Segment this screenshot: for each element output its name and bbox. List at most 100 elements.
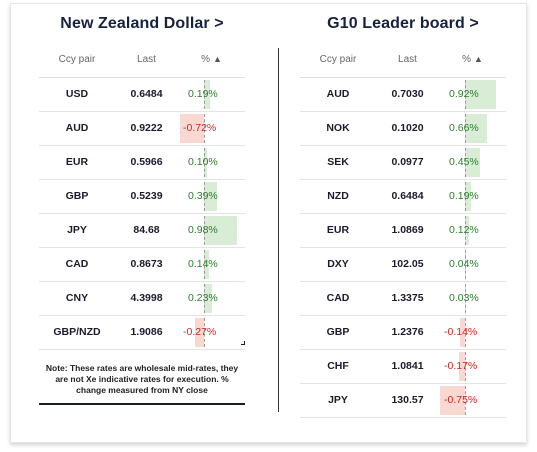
positive-change-bar — [465, 215, 470, 245]
pct-change-cell: 0.23% — [178, 281, 245, 316]
pct-change-value: 0.10% — [188, 155, 218, 168]
ccy-pair-header[interactable]: Ccy pair — [39, 42, 115, 78]
pct-change-value: 0.23% — [188, 291, 218, 304]
table-row[interactable]: CAD 0.8673 0.14% — [39, 247, 245, 282]
table-row[interactable]: SEK 0.0977 0.45% — [300, 145, 506, 180]
negative-change-bar — [194, 317, 204, 347]
table-row[interactable]: CHF 1.0841 -0.17% — [300, 349, 506, 384]
table-row[interactable]: JPY 130.57 -0.75% — [300, 383, 506, 418]
pct-change-value: 0.98% — [188, 223, 218, 236]
pct-change-cell: -0.75% — [439, 383, 506, 418]
table-row[interactable]: USD 0.6484 0.19% — [39, 77, 245, 112]
pct-change-wrap: 0.23% — [178, 282, 245, 315]
ccy-pair-cell: CHF — [300, 349, 376, 384]
positive-change-bar — [204, 79, 211, 109]
last-rate-cell: 1.2376 — [376, 315, 439, 350]
nzd-rates-body: USD 0.6484 0.19% AUD 0.9222 -0.72% EUR 0.5966 0.… — [39, 77, 245, 350]
negative-change-bar — [459, 351, 465, 381]
ccy-pair-cell: EUR — [39, 145, 115, 180]
pct-change-cell: 0.12% — [439, 213, 506, 248]
table-row[interactable]: CNY 4.3998 0.23% — [39, 281, 245, 316]
pct-change-cell: -0.27% — [178, 315, 245, 350]
last-rate-cell: 84.68 — [115, 213, 178, 248]
pct-change-cell: 0.14% — [178, 247, 245, 282]
zero-line — [465, 249, 466, 279]
pct-change-wrap: -0.75% — [439, 384, 506, 417]
pct-header-label: % — [201, 53, 210, 65]
sort-up-icon: ▲ — [473, 53, 483, 64]
pct-change-cell: 0.04% — [439, 247, 506, 282]
pct-change-cell: 0.66% — [439, 111, 506, 146]
positive-change-bar — [465, 113, 488, 143]
pct-change-wrap: 0.14% — [178, 248, 245, 281]
positive-change-bar — [465, 79, 497, 109]
pct-change-cell: 0.19% — [439, 179, 506, 214]
ccy-pair-cell: GBP — [300, 315, 376, 350]
zero-line — [465, 113, 466, 143]
g10-panel-title-link[interactable]: G10 Leader board > — [327, 15, 479, 32]
ccy-pair-header[interactable]: Ccy pair — [300, 42, 376, 78]
widget-frame: New Zealand Dollar > Ccy pair Last % ▲ US… — [10, 3, 527, 443]
negative-change-bar — [179, 113, 204, 143]
zero-line — [204, 283, 205, 313]
last-header[interactable]: Last — [115, 42, 178, 78]
zero-line — [204, 79, 205, 109]
pct-change-wrap: 0.19% — [178, 78, 245, 111]
table-row[interactable]: CAD 1.3375 0.03% — [300, 281, 506, 316]
g10-rates-body: AUD 0.7030 0.92% NOK 0.1020 0.66% SEK 0.0977 0.4… — [300, 77, 506, 418]
pct-change-wrap: -0.27% — [178, 316, 245, 349]
pct-change-wrap: 0.03% — [439, 282, 506, 315]
pct-change-cell: 0.19% — [178, 77, 245, 112]
table-row[interactable]: DXY 102.05 0.04% — [300, 247, 506, 282]
zero-line — [204, 147, 205, 177]
pct-change-wrap: 0.39% — [178, 180, 245, 213]
last-rate-cell: 0.6484 — [376, 179, 439, 214]
zero-line — [204, 215, 205, 245]
table-row[interactable]: JPY 84.68 0.98% — [39, 213, 245, 248]
pct-change-wrap: -0.17% — [439, 350, 506, 383]
pct-change-value: 0.19% — [449, 189, 479, 202]
last-rate-cell: 1.0841 — [376, 349, 439, 384]
ccy-pair-cell: JPY — [39, 213, 115, 248]
table-row[interactable]: AUD 0.9222 -0.72% — [39, 111, 245, 146]
pct-change-wrap: -0.72% — [178, 112, 245, 145]
zero-line — [204, 181, 205, 211]
zero-line — [465, 351, 466, 381]
negative-change-bar — [460, 317, 465, 347]
last-rate-cell: 130.57 — [376, 383, 439, 418]
last-header[interactable]: Last — [376, 42, 439, 78]
table-row[interactable]: GBP 0.5239 0.39% — [39, 179, 245, 214]
ccy-pair-cell: DXY — [300, 247, 376, 282]
positive-change-bar — [204, 181, 218, 211]
table-row[interactable]: NOK 0.1020 0.66% — [300, 111, 506, 146]
table-row[interactable]: EUR 0.5966 0.10% — [39, 145, 245, 180]
pct-change-wrap: 0.92% — [439, 78, 506, 111]
table-header-row: Ccy pair Last % ▲ — [39, 42, 245, 78]
table-row[interactable]: GBP 1.2376 -0.14% — [300, 315, 506, 350]
pct-change-cell: -0.72% — [178, 111, 245, 146]
table-row[interactable]: NZD 0.6484 0.19% — [300, 179, 506, 214]
ccy-pair-cell: NOK — [300, 111, 376, 146]
pct-change-cell: 0.03% — [439, 281, 506, 316]
zero-line — [204, 317, 205, 347]
last-rate-cell: 0.1020 — [376, 111, 439, 146]
pct-change-value: 0.03% — [449, 291, 479, 304]
pct-change-cell: -0.14% — [439, 315, 506, 350]
table-row[interactable]: EUR 1.0869 0.12% — [300, 213, 506, 248]
nzd-panel-title-link[interactable]: New Zealand Dollar > — [60, 15, 224, 32]
zero-line — [465, 385, 466, 415]
g10-rates-table: Ccy pair Last % ▲ AUD 0.7030 0.92% NOK 0.1020… — [300, 42, 506, 418]
positive-change-bar — [465, 147, 481, 177]
table-row[interactable]: AUD 0.7030 0.92% — [300, 77, 506, 112]
positive-change-bar — [204, 147, 208, 177]
pct-change-cell: 0.39% — [178, 179, 245, 214]
zero-line — [465, 215, 466, 245]
pct-change-cell: 0.98% — [178, 213, 245, 248]
zero-line — [465, 79, 466, 109]
pct-header[interactable]: % ▲ — [178, 42, 245, 78]
pct-change-value: -0.72% — [183, 121, 217, 134]
pct-header[interactable]: % ▲ — [439, 42, 506, 78]
table-row[interactable]: GBP/NZD 1.9086 -0.27% — [39, 315, 245, 350]
sort-up-icon: ▲ — [212, 53, 222, 64]
rates-note: Note: These rates are wholesale mid-rate… — [39, 363, 245, 405]
